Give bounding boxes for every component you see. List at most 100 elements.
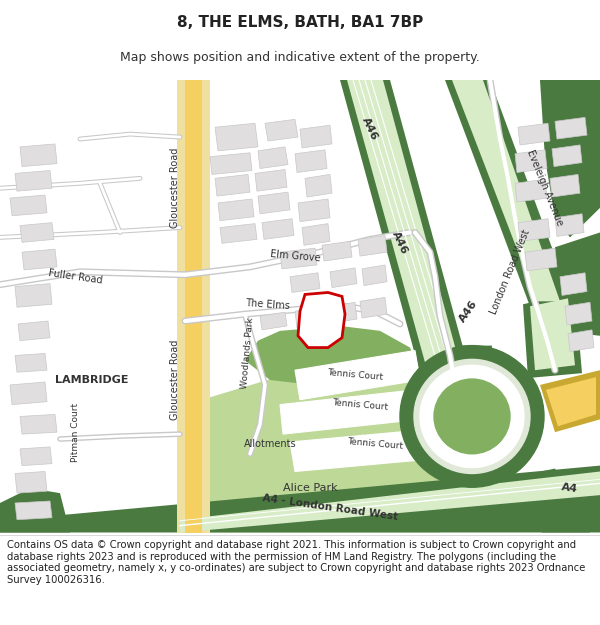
Polygon shape <box>560 272 587 296</box>
Text: Eveleigh Avenue: Eveleigh Avenue <box>525 149 565 228</box>
Polygon shape <box>10 195 47 216</box>
Polygon shape <box>280 390 420 434</box>
Text: Gloucester Road: Gloucester Road <box>170 148 180 228</box>
Text: Elm Grove: Elm Grove <box>269 249 320 263</box>
Polygon shape <box>185 80 202 532</box>
Polygon shape <box>508 469 590 532</box>
Circle shape <box>434 379 510 454</box>
Text: Contains OS data © Crown copyright and database right 2021. This information is : Contains OS data © Crown copyright and d… <box>7 540 586 585</box>
Polygon shape <box>15 501 52 520</box>
Text: A4 - London Road West: A4 - London Road West <box>262 494 398 522</box>
Polygon shape <box>295 150 327 173</box>
Polygon shape <box>552 145 582 167</box>
Polygon shape <box>258 147 288 169</box>
Polygon shape <box>347 80 472 409</box>
Text: Woodlands Park: Woodlands Park <box>241 318 256 389</box>
Polygon shape <box>22 249 57 270</box>
Polygon shape <box>555 232 600 336</box>
Text: Map shows position and indicative extent of the property.: Map shows position and indicative extent… <box>120 51 480 64</box>
Polygon shape <box>523 292 582 378</box>
Text: 8, THE ELMS, BATH, BA1 7BP: 8, THE ELMS, BATH, BA1 7BP <box>177 15 423 30</box>
Polygon shape <box>515 150 547 173</box>
Polygon shape <box>215 123 258 151</box>
Polygon shape <box>210 152 252 174</box>
Polygon shape <box>220 224 257 243</box>
Polygon shape <box>295 308 322 328</box>
Polygon shape <box>530 298 575 370</box>
Text: The Elms: The Elms <box>245 298 290 311</box>
Polygon shape <box>430 351 485 409</box>
Text: Pitman Court: Pitman Court <box>71 402 79 462</box>
Text: Fuller Road: Fuller Road <box>47 268 103 286</box>
Text: A4: A4 <box>561 482 579 494</box>
Text: Alice Park: Alice Park <box>283 483 337 493</box>
Text: A46: A46 <box>391 229 410 256</box>
Polygon shape <box>15 471 47 493</box>
Polygon shape <box>0 488 70 532</box>
Polygon shape <box>452 80 560 301</box>
Polygon shape <box>546 377 596 426</box>
Polygon shape <box>20 414 57 434</box>
Polygon shape <box>202 361 440 532</box>
Text: LAMBRIDGE: LAMBRIDGE <box>55 375 129 385</box>
Polygon shape <box>265 119 298 141</box>
Polygon shape <box>445 80 570 306</box>
Polygon shape <box>280 248 317 269</box>
Polygon shape <box>255 169 287 191</box>
Polygon shape <box>290 272 320 292</box>
Polygon shape <box>290 429 435 471</box>
Polygon shape <box>245 326 420 387</box>
Polygon shape <box>362 265 387 286</box>
Polygon shape <box>20 222 54 243</box>
Polygon shape <box>218 199 254 221</box>
Polygon shape <box>305 174 332 197</box>
Polygon shape <box>20 144 57 167</box>
Text: Tennis Court: Tennis Court <box>327 368 383 382</box>
Polygon shape <box>565 302 592 325</box>
Text: A46: A46 <box>457 298 479 324</box>
Polygon shape <box>322 241 352 261</box>
Polygon shape <box>340 80 480 409</box>
Polygon shape <box>302 224 330 245</box>
Polygon shape <box>15 284 52 308</box>
Polygon shape <box>0 466 600 532</box>
Text: Allotments: Allotments <box>244 439 296 449</box>
Circle shape <box>400 346 544 488</box>
Polygon shape <box>298 292 345 348</box>
Polygon shape <box>180 471 600 532</box>
Polygon shape <box>540 80 600 238</box>
Polygon shape <box>177 80 210 532</box>
Polygon shape <box>300 125 332 148</box>
Polygon shape <box>10 382 47 404</box>
Polygon shape <box>258 192 290 214</box>
Text: A46: A46 <box>361 116 380 142</box>
Circle shape <box>420 365 524 468</box>
Polygon shape <box>555 214 584 236</box>
Polygon shape <box>20 447 52 466</box>
Polygon shape <box>358 236 387 256</box>
Polygon shape <box>360 298 387 318</box>
Polygon shape <box>555 118 587 139</box>
Circle shape <box>414 359 530 474</box>
Polygon shape <box>422 346 492 414</box>
Polygon shape <box>330 268 357 288</box>
Polygon shape <box>260 312 287 330</box>
Polygon shape <box>330 302 357 323</box>
Polygon shape <box>215 174 250 196</box>
Polygon shape <box>295 351 420 400</box>
Text: London Road West: London Road West <box>488 228 532 316</box>
Polygon shape <box>525 248 557 271</box>
Text: Tennis Court: Tennis Court <box>347 437 403 451</box>
Polygon shape <box>515 179 547 202</box>
Polygon shape <box>15 354 47 372</box>
Text: Gloucester Road: Gloucester Road <box>170 340 180 420</box>
Polygon shape <box>298 199 330 222</box>
Polygon shape <box>262 219 294 239</box>
Polygon shape <box>518 123 550 145</box>
Polygon shape <box>550 174 580 197</box>
Polygon shape <box>15 171 52 191</box>
Polygon shape <box>18 321 50 341</box>
Polygon shape <box>518 219 550 241</box>
Text: Tennis Court: Tennis Court <box>332 398 388 411</box>
Polygon shape <box>540 370 600 432</box>
